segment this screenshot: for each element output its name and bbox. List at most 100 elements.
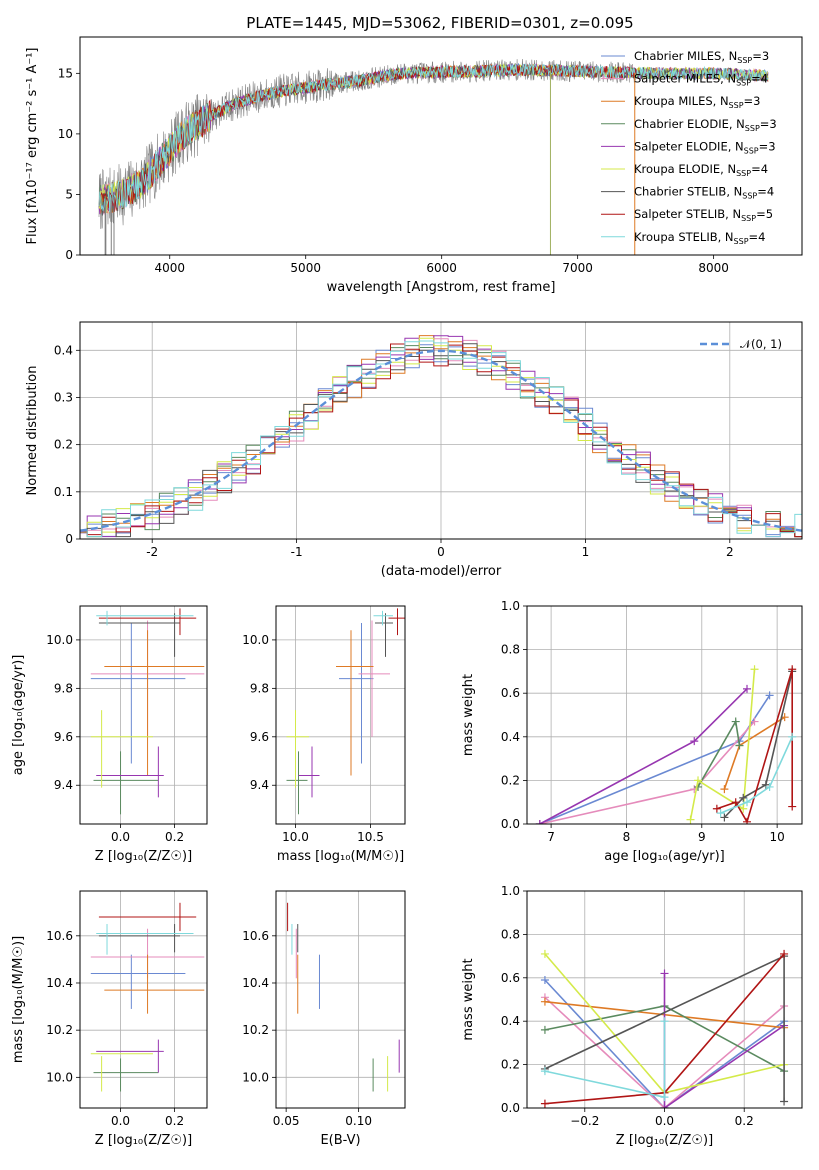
data-point <box>96 1039 164 1073</box>
y-tick-label: 0.3 <box>54 390 73 404</box>
x-tick-label: 10 <box>769 830 784 844</box>
y-axis-label: mass weight <box>461 674 476 756</box>
mass-vs-age-frame <box>275 605 406 825</box>
data-point <box>93 751 159 815</box>
x-tick-label: 0.10 <box>345 1114 372 1128</box>
y-axis-label: Flux [fλ10⁻¹⁷ erg cm⁻² s⁻¹ A⁻¹] <box>25 48 40 245</box>
y-tick-label: 10.0 <box>46 633 73 647</box>
weight-marker <box>739 804 748 813</box>
weight-marker <box>660 1017 669 1026</box>
data-point <box>93 1058 159 1092</box>
data-point <box>96 746 164 798</box>
y-tick-label: 0.2 <box>501 1058 520 1072</box>
y-tick-label: 0 <box>65 532 73 546</box>
x-tick-label: 4000 <box>154 261 185 275</box>
y-tick-label: 10.4 <box>46 976 73 990</box>
weight-marker <box>694 776 703 785</box>
weight-marker <box>716 809 725 818</box>
data-point <box>90 954 186 1009</box>
y-tick-label: 0.0 <box>501 1101 520 1115</box>
weight-marker <box>750 665 759 674</box>
weight-series <box>660 969 789 1108</box>
x-axis-label: E(B-V) <box>320 1133 360 1148</box>
y-tick-label: 1.0 <box>501 599 520 613</box>
x-axis-label: Z [log₁₀(Z/Z☉)] <box>95 849 192 864</box>
data-point <box>375 613 393 657</box>
weight-series <box>716 732 797 818</box>
weight-marker <box>540 1025 549 1034</box>
weight-marker <box>765 782 774 791</box>
z-vs-mass-axes: 0.0 0.2 10.0 10.2 10.4 10.6 Z [log₁₀(Z/Z☉)] mas… <box>11 891 207 1148</box>
ebv-vs-mass-axes: 0.05 0.10 10.0 10.2 10.4 10.6 E(B-V) <box>242 891 405 1148</box>
y-tick-label: 10.6 <box>242 929 269 943</box>
x-tick-label: 0.0 <box>111 1114 130 1128</box>
weight-marker <box>780 1097 789 1106</box>
y-tick-label: 0.2 <box>54 438 73 452</box>
weight-marker <box>750 717 759 726</box>
z-vs-weight-axes: −0.2 0.0 0.2 0.0 0.2 0.4 0.6 0.8 1.0 Z [log₁₀(Z/Z… <box>461 884 802 1148</box>
spectrum-frame <box>79 36 803 256</box>
x-tick-label: 6000 <box>426 261 457 275</box>
weight-marker <box>743 798 751 807</box>
data-point <box>358 620 390 737</box>
residual-histogram <box>80 338 802 538</box>
residual-histogram <box>80 345 802 538</box>
x-tick-label: 10.5 <box>357 830 384 844</box>
x-axis-label: (data-model)/error <box>381 564 502 579</box>
x-tick-label: 0.05 <box>273 1114 300 1128</box>
x-tick-label: 9 <box>698 830 706 844</box>
x-tick-label: 5000 <box>290 261 321 275</box>
legend-entry: Kroupa MILES, NSSP=3 <box>634 94 760 110</box>
x-tick-label: 8000 <box>698 261 729 275</box>
legend-entry: 𝒩(0, 1) <box>740 337 782 351</box>
residual-histogram <box>80 343 802 538</box>
data-point <box>104 954 205 1014</box>
y-tick-label: 1.0 <box>501 884 520 898</box>
y-axis-label: mass [log₁₀(M/M☉)] <box>11 936 26 1063</box>
weight-marker <box>540 975 549 984</box>
data-point <box>104 630 205 776</box>
y-tick-label: 10 <box>58 127 73 141</box>
data-point <box>90 622 186 764</box>
x-axis-label: wavelength [Angstrom, rest frame] <box>327 280 556 295</box>
data-point <box>96 610 194 626</box>
weight-marker <box>686 815 695 824</box>
y-tick-label: 0.2 <box>501 773 520 787</box>
y-tick-label: 15 <box>58 66 73 80</box>
data-point <box>339 622 374 764</box>
mass-vs-age-axes: 10.0 10.5 9.4 9.6 9.8 10.0 mass [log₁₀(M/M☉)] <box>242 606 405 864</box>
x-tick-label: 0.2 <box>165 830 184 844</box>
age-vs-weight-plot-area <box>535 665 797 824</box>
x-tick-label: 7000 <box>562 261 593 275</box>
data-point <box>90 710 153 788</box>
data-point <box>98 902 197 932</box>
y-axis-label: Normed distribution <box>25 366 40 496</box>
data-point <box>96 924 194 955</box>
y-tick-label: 9.8 <box>250 681 269 695</box>
legend-entry: Chabrier ELODIE, NSSP=3 <box>634 117 777 133</box>
x-tick-label: 0.0 <box>655 1114 674 1128</box>
weight-series <box>540 1017 669 1102</box>
data-point <box>336 630 374 776</box>
z-vs-mass-frame <box>79 890 208 1109</box>
y-tick-label: 5 <box>65 187 73 201</box>
residual-histogram <box>80 335 802 538</box>
x-tick-label: −0.2 <box>570 1114 599 1128</box>
weight-marker <box>535 820 544 824</box>
weight-marker <box>720 813 729 822</box>
weight-marker <box>788 802 797 811</box>
model-spectrum <box>98 63 769 213</box>
data-point <box>286 710 309 788</box>
legend-entry: Chabrier STELIB, NSSP=4 <box>634 185 774 201</box>
y-tick-label: 10.0 <box>46 1070 73 1084</box>
data-point <box>98 924 180 953</box>
weight-marker <box>739 793 748 802</box>
data-point <box>90 1053 153 1092</box>
y-tick-label: 9.6 <box>54 730 73 744</box>
z-vs-weight-frame <box>526 890 803 1109</box>
x-axis-label: age [log₁₀(age/yr)] <box>604 849 725 864</box>
weight-line <box>689 669 756 820</box>
y-tick-label: 9.6 <box>250 730 269 744</box>
data-point <box>286 751 308 815</box>
